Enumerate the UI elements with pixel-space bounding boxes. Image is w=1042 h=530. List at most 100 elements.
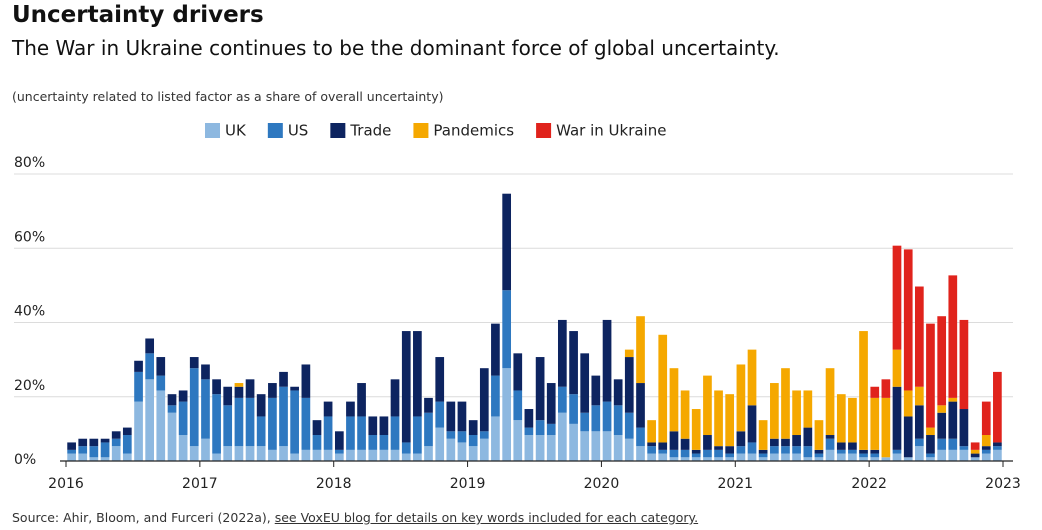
bar-segment [357, 383, 366, 417]
bar-segment [714, 390, 723, 447]
bar-segment [903, 416, 913, 458]
bar-segment [312, 449, 322, 461]
source: Source: Ahir, Bloom, and Furceri (2022a)… [12, 510, 698, 525]
bar-segment [245, 379, 255, 398]
bar-segment [714, 457, 723, 461]
bar-segment [892, 349, 902, 387]
bar-segment [390, 416, 400, 450]
bar-segment [122, 435, 132, 454]
source-link[interactable]: see VoxEU blog for details on key words … [274, 510, 699, 525]
bar-segment [881, 457, 891, 461]
bar-segment [781, 438, 790, 447]
bar-segment [156, 375, 166, 391]
bar-segment [669, 457, 679, 461]
bar-segment [111, 446, 121, 461]
bar-segment [401, 453, 411, 461]
bar-segment [792, 390, 801, 436]
bar-segment [524, 427, 534, 436]
bar-segment [134, 360, 143, 372]
bar-segment [736, 446, 746, 454]
bar-segment [770, 446, 779, 454]
bar-segment [301, 449, 311, 461]
bar-segment [892, 386, 902, 450]
bar-segment [658, 449, 668, 454]
y-tick-label: 60% [14, 229, 45, 245]
bar-segment [926, 435, 935, 454]
bar-segment [189, 357, 199, 369]
bar-segment [301, 397, 311, 450]
bar-segment [792, 453, 801, 461]
bar-segment [312, 435, 322, 450]
bar-segment [836, 442, 846, 450]
bar-segment [167, 394, 177, 406]
bar-segment [413, 416, 422, 454]
bar-segment [781, 368, 790, 439]
bar-segment [691, 449, 701, 454]
bar-segment [959, 319, 969, 410]
bar-segment [212, 379, 221, 395]
bar-segment [680, 449, 690, 458]
bar-segment [736, 431, 746, 447]
bar-segment [725, 453, 735, 458]
bar-segment [803, 427, 813, 447]
bar-segment [970, 457, 980, 461]
bar-segment [122, 453, 132, 461]
x-tick-label: 2016 [48, 476, 84, 492]
x-tick-label: 2023 [985, 476, 1021, 492]
bar-segment [535, 357, 545, 421]
bar-segment [134, 371, 143, 402]
bar-segment [848, 453, 857, 461]
bar-segment [368, 435, 378, 450]
bar-segment [256, 416, 266, 447]
bar-segment [178, 401, 188, 436]
bar-segment [903, 457, 913, 461]
bar-segment [245, 446, 255, 461]
bar-segment [836, 394, 846, 443]
bar-segment [401, 442, 411, 454]
y-tick-label: 0% [14, 452, 36, 468]
bar-segment [859, 453, 868, 458]
bar-segment [758, 457, 768, 461]
bar-segment [647, 453, 656, 461]
bar-segment [926, 457, 935, 461]
bar-segment [301, 364, 311, 398]
x-tick-label: 2022 [851, 476, 887, 492]
bar-segment [268, 449, 277, 461]
bar-segment [502, 193, 512, 291]
bar-segment [613, 435, 623, 461]
bar-segment [78, 453, 88, 461]
bar-segment [279, 386, 288, 447]
bar-segment [825, 368, 835, 436]
bar-segment [981, 449, 991, 454]
bar-segment [290, 386, 299, 391]
bar-segment [914, 286, 924, 387]
x-tick-label: 2017 [182, 476, 218, 492]
bar-segment [580, 353, 590, 413]
x-tick-label: 2020 [584, 476, 620, 492]
bar-segment [602, 319, 612, 402]
bar-segment [268, 383, 277, 398]
bar-segment [658, 453, 668, 461]
bar-segment [970, 442, 980, 450]
bar-segment [413, 331, 422, 417]
bar-segment [591, 375, 601, 406]
bar-segment [691, 453, 701, 458]
bar-segment [513, 420, 523, 461]
bar-segment [212, 453, 221, 461]
bar-segment [803, 390, 813, 428]
bar-segment [357, 449, 366, 461]
bar-segment [424, 397, 433, 413]
bar-segment [234, 446, 244, 461]
chart: 0% 20% 40% 60% 80% 2016 2017 2018 2019 2020 2021 20… [14, 122, 1021, 492]
bar-segment [758, 453, 768, 458]
bar-segment [312, 420, 322, 436]
legend-label: Trade [349, 122, 391, 140]
bar-segment [390, 379, 400, 417]
bar-segment [334, 431, 344, 450]
bar-segment [524, 409, 534, 428]
bar-segment [703, 457, 712, 461]
bar-segment [323, 416, 333, 450]
bar-segment [624, 438, 634, 461]
bar-segment [201, 438, 210, 461]
bar-segment [703, 449, 712, 458]
